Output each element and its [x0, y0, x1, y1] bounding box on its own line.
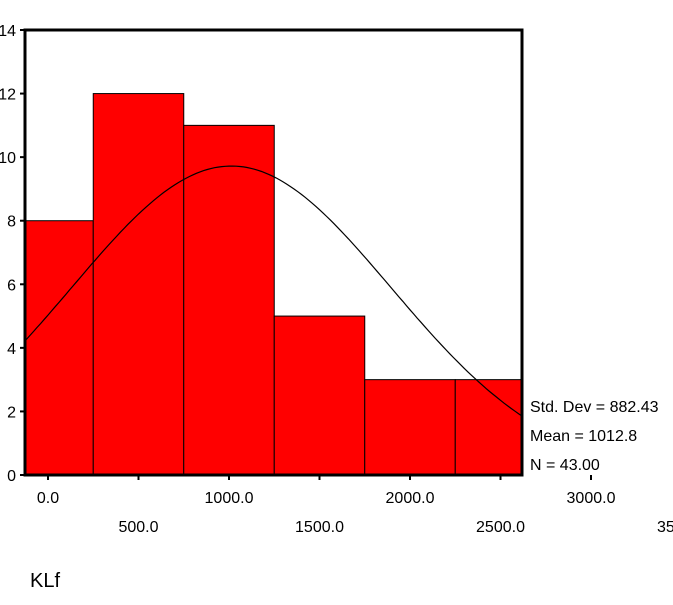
y-tick-label: 14 — [0, 23, 16, 40]
std-dev-label: Std. Dev = 882.43 — [530, 399, 659, 416]
histogram-bar — [183, 124, 275, 475]
x-tick-label: 2500.0 — [476, 519, 525, 536]
y-tick-label: 2 — [7, 404, 16, 421]
x-tick-label: 3000.0 — [567, 490, 616, 507]
histogram-bar — [92, 93, 185, 475]
y-tick-label: 8 — [7, 214, 16, 231]
y-tick-label: 4 — [7, 341, 16, 358]
histogram-bar — [364, 379, 456, 475]
x-tick-label: 500.0 — [118, 519, 158, 536]
histogram-bar — [25, 220, 94, 475]
n-label: N = 43.00 — [530, 457, 600, 474]
y-tick-label: 12 — [0, 87, 16, 104]
plot-frame — [23, 28, 524, 477]
x-tick-label: 1500.0 — [295, 519, 344, 536]
histogram-bar — [273, 315, 366, 475]
x-tick-label: 3500.0 — [657, 519, 673, 536]
y-tick-label: 6 — [7, 277, 16, 294]
y-tick-label: 10 — [0, 150, 16, 167]
histogram-bar — [454, 379, 522, 475]
x-tick-label: 1000.0 — [205, 490, 254, 507]
x-axis-label: KLf — [30, 570, 61, 592]
normal-curve — [25, 165, 522, 417]
x-tick-label: 2000.0 — [386, 490, 435, 507]
x-tick-label: 0.0 — [37, 490, 59, 507]
y-tick-label: 0 — [7, 468, 16, 485]
mean-label: Mean = 1012.8 — [530, 428, 638, 445]
